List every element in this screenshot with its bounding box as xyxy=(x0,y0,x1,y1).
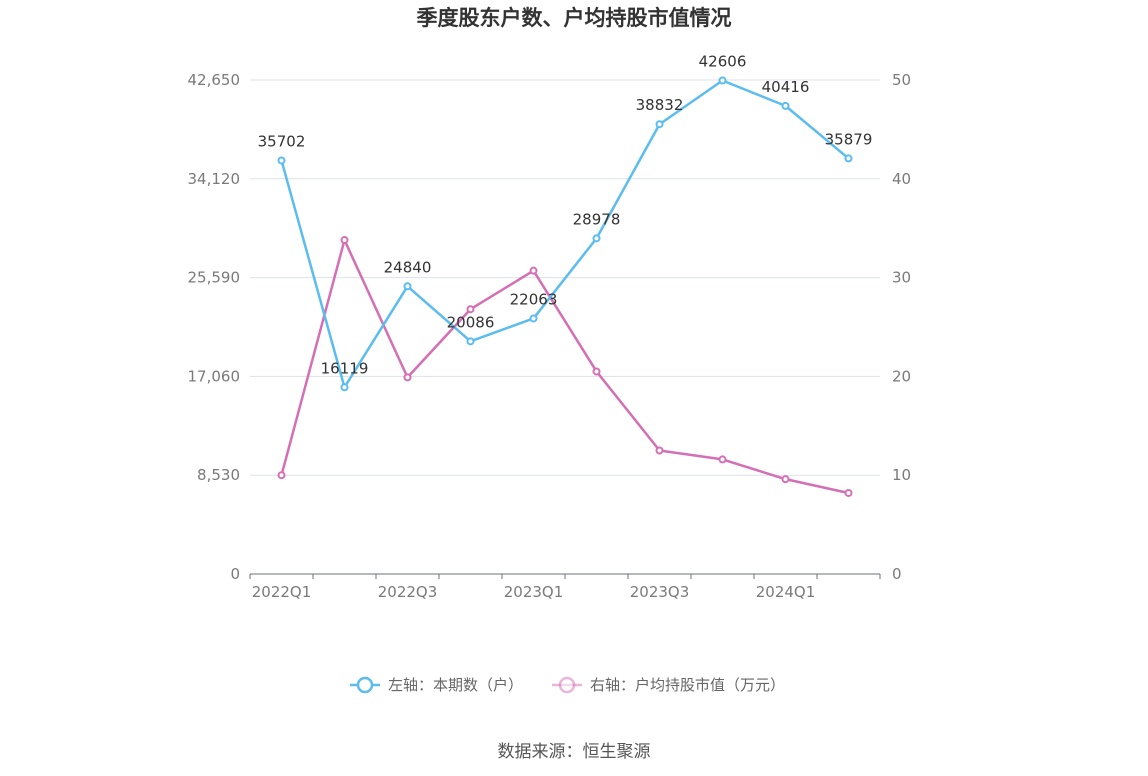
x-tick-label: 2023Q1 xyxy=(504,583,564,601)
data-point xyxy=(592,367,601,376)
data-label: 20086 xyxy=(447,313,495,331)
left-tick-label: 34,120 xyxy=(188,170,241,188)
left-tick-label: 25,590 xyxy=(188,269,241,287)
legend-label: 左轴：本期数（户） xyxy=(388,676,523,694)
series-layer xyxy=(277,76,853,497)
data-label: 40416 xyxy=(762,78,810,96)
right-tick-label: 20 xyxy=(892,367,911,385)
x-tick-label: 2023Q3 xyxy=(630,583,690,601)
source-note: 数据来源：恒生聚源 xyxy=(498,742,651,762)
data-labels: 35702 16119 24840 20086 22063 28978 38832 42606… xyxy=(258,53,873,378)
data-point xyxy=(529,266,538,275)
data-point xyxy=(844,154,853,163)
data-point xyxy=(718,455,727,464)
series-line-holders xyxy=(280,79,850,389)
right-tick-label: 40 xyxy=(892,170,911,188)
data-label: 42606 xyxy=(699,53,747,71)
data-label: 22063 xyxy=(510,290,558,308)
left-axis: 0 8,530 17,060 25,590 34,120 42,650 xyxy=(188,71,241,583)
legend-item-avg-value[interactable]: 右轴：户均持股市值（万元） xyxy=(552,676,785,694)
x-axis: 2022Q1 2022Q3 2023Q1 2023Q3 2024Q1 xyxy=(249,573,881,601)
data-point xyxy=(844,488,853,497)
data-point xyxy=(340,236,349,245)
x-tick-label: 2024Q1 xyxy=(756,583,816,601)
chart-title: 季度股东户数、户均持股市值情况 xyxy=(417,6,732,30)
data-point xyxy=(781,101,790,110)
x-tick-label: 2022Q3 xyxy=(378,583,438,601)
left-tick-label: 0 xyxy=(230,565,240,583)
data-point xyxy=(277,156,286,165)
data-point xyxy=(655,120,664,129)
data-label: 28978 xyxy=(573,210,621,228)
data-label: 35879 xyxy=(825,130,873,148)
right-tick-label: 0 xyxy=(892,565,902,583)
data-point xyxy=(529,314,538,323)
data-point xyxy=(277,471,286,480)
x-tick-label: 2022Q1 xyxy=(252,583,312,601)
data-label: 38832 xyxy=(636,96,684,114)
left-tick-label: 8,530 xyxy=(197,466,240,484)
data-label: 16119 xyxy=(321,359,369,377)
data-point xyxy=(718,76,727,85)
legend-marker-icon xyxy=(558,676,576,694)
legend-marker-icon xyxy=(356,676,374,694)
data-point xyxy=(466,305,475,314)
data-label: 35702 xyxy=(258,132,306,150)
legend[interactable]: 左轴：本期数（户） 右轴：户均持股市值（万元） xyxy=(350,676,785,694)
data-point xyxy=(403,282,412,291)
data-point xyxy=(466,337,475,346)
right-axis: 0 10 20 30 40 50 xyxy=(892,71,911,583)
right-tick-label: 50 xyxy=(892,71,911,89)
left-tick-label: 42,650 xyxy=(188,71,241,89)
right-tick-label: 30 xyxy=(892,269,911,287)
data-label: 24840 xyxy=(384,258,432,276)
series-line-avg-value xyxy=(280,238,849,495)
data-point xyxy=(781,475,790,484)
legend-item-holders[interactable]: 左轴：本期数（户） xyxy=(350,676,523,694)
data-point xyxy=(655,446,664,455)
right-tick-label: 10 xyxy=(892,466,911,484)
data-point xyxy=(403,373,412,382)
left-tick-label: 17,060 xyxy=(188,367,241,385)
data-point xyxy=(592,234,601,243)
data-point xyxy=(340,383,349,392)
legend-label: 右轴：户均持股市值（万元） xyxy=(590,676,785,694)
